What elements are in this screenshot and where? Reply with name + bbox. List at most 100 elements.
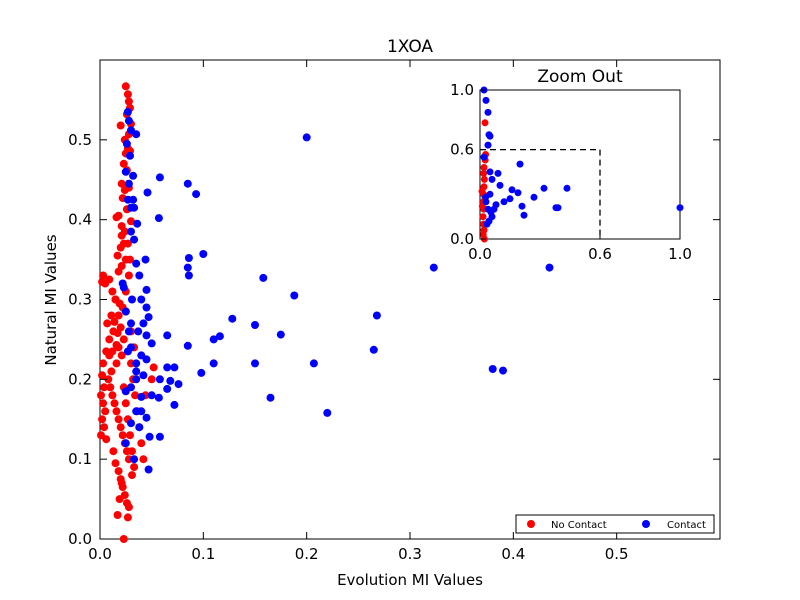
inset-point-contact-16 — [530, 193, 538, 201]
x-tick-label: 0.1 — [191, 545, 215, 563]
point-no-contact-12 — [119, 159, 128, 168]
point-no-contact-96 — [147, 375, 156, 384]
y-tick-label: 0.4 — [68, 211, 92, 229]
point-contact-25 — [132, 259, 141, 268]
inset-point-contact-33 — [482, 193, 490, 201]
point-no-contact-84 — [105, 335, 114, 344]
point-no-contact-62 — [108, 391, 117, 400]
point-no-contact-97 — [149, 363, 158, 372]
point-no-contact-107 — [114, 343, 123, 352]
point-contact-12 — [192, 190, 201, 199]
point-contact-67 — [147, 391, 156, 400]
point-contact-41 — [163, 331, 172, 340]
point-no-contact-2 — [124, 97, 133, 106]
point-no-contact-30 — [114, 267, 123, 276]
point-no-contact-50 — [99, 359, 108, 368]
point-no-contact-80 — [119, 535, 128, 543]
point-no-contact-40 — [114, 311, 123, 320]
point-contact-71 — [170, 400, 179, 409]
point-no-contact-81 — [115, 495, 124, 504]
y-tick-label: 0.1 — [68, 450, 92, 468]
inset-points-group — [478, 86, 684, 243]
point-no-contact-27 — [113, 251, 122, 260]
inset-axis-ticks: 0.0 0.6 1.0 0.0 0.6 1.0 — [450, 81, 692, 263]
point-contact-88 — [128, 295, 136, 304]
point-contact-68 — [137, 392, 146, 401]
inset-point-contact-13 — [514, 189, 522, 197]
point-contact-54 — [309, 359, 318, 368]
point-contact-52 — [142, 355, 151, 364]
inset-point-contact-8 — [486, 168, 494, 176]
inset-point-no-contact-5 — [480, 175, 488, 183]
point-no-contact-44 — [119, 335, 128, 344]
point-no-contact-61 — [106, 383, 115, 392]
point-contact-32 — [302, 133, 311, 142]
inset-y-tick-label: 0.0 — [450, 230, 474, 248]
inset-point-contact-5 — [484, 141, 492, 149]
point-contact-57 — [170, 363, 179, 372]
inset-y-tick-label: 0.6 — [450, 141, 474, 159]
point-contact-38 — [228, 314, 237, 323]
point-contact-0 — [123, 107, 132, 116]
point-no-contact-51 — [98, 371, 107, 380]
point-contact-3 — [132, 130, 141, 139]
inset-point-contact-21 — [554, 204, 562, 212]
point-no-contact-66 — [116, 423, 125, 432]
point-contact-82 — [429, 263, 438, 272]
main-points-group — [97, 82, 554, 543]
point-contact-30 — [142, 285, 151, 294]
legend-label-contact: Contact — [667, 520, 706, 531]
chart-title: 1XOA — [387, 37, 433, 57]
point-contact-81 — [144, 465, 153, 474]
point-contact-1 — [124, 116, 133, 125]
point-no-contact-20 — [112, 213, 121, 222]
point-contact-26 — [184, 271, 193, 280]
inset-point-contact-4 — [486, 132, 494, 140]
inset-point-contact-12 — [508, 186, 516, 194]
point-no-contact-65 — [114, 415, 123, 424]
y-tick-label: 0.0 — [68, 530, 92, 548]
inset-point-contact-6 — [480, 153, 488, 161]
point-contact-53 — [251, 359, 259, 368]
point-contact-10 — [143, 188, 152, 197]
point-no-contact-67 — [118, 431, 127, 440]
inset-point-contact-30 — [485, 217, 493, 225]
y-tick-label: 0.2 — [68, 370, 92, 388]
point-contact-85 — [499, 366, 507, 375]
point-contact-90 — [135, 271, 144, 280]
point-no-contact-72 — [114, 467, 123, 476]
point-no-contact-112 — [128, 447, 136, 456]
point-contact-55 — [209, 359, 218, 368]
inset-point-contact-14 — [540, 184, 548, 192]
point-contact-77 — [145, 432, 154, 441]
point-contact-79 — [121, 439, 130, 448]
point-contact-8 — [155, 173, 164, 182]
point-no-contact-57 — [100, 423, 109, 432]
point-contact-19 — [127, 227, 135, 236]
point-contact-63 — [166, 376, 175, 385]
y-axis-label: Natural MI Values — [42, 234, 60, 365]
point-no-contact-102 — [126, 255, 134, 264]
point-no-contact-109 — [121, 399, 130, 408]
point-contact-83 — [545, 263, 554, 272]
point-no-contact-59 — [102, 435, 111, 444]
point-contact-31 — [290, 291, 299, 300]
point-no-contact-55 — [101, 407, 110, 416]
point-contact-11 — [183, 179, 192, 188]
point-contact-46 — [147, 339, 156, 348]
point-contact-18 — [133, 219, 142, 228]
inset-point-contact-22 — [676, 204, 684, 212]
point-no-contact-111 — [126, 431, 134, 440]
point-contact-7 — [129, 171, 138, 180]
point-no-contact-54 — [99, 399, 108, 408]
point-contact-62 — [132, 375, 141, 384]
point-no-contact-105 — [107, 311, 116, 320]
point-contact-70 — [266, 393, 275, 402]
point-contact-84 — [488, 365, 497, 373]
point-no-contact-63 — [110, 399, 119, 408]
point-contact-40 — [251, 321, 259, 329]
point-no-contact-41 — [110, 317, 119, 326]
point-no-contact-56 — [98, 415, 107, 424]
inset-point-contact-1 — [482, 96, 490, 104]
